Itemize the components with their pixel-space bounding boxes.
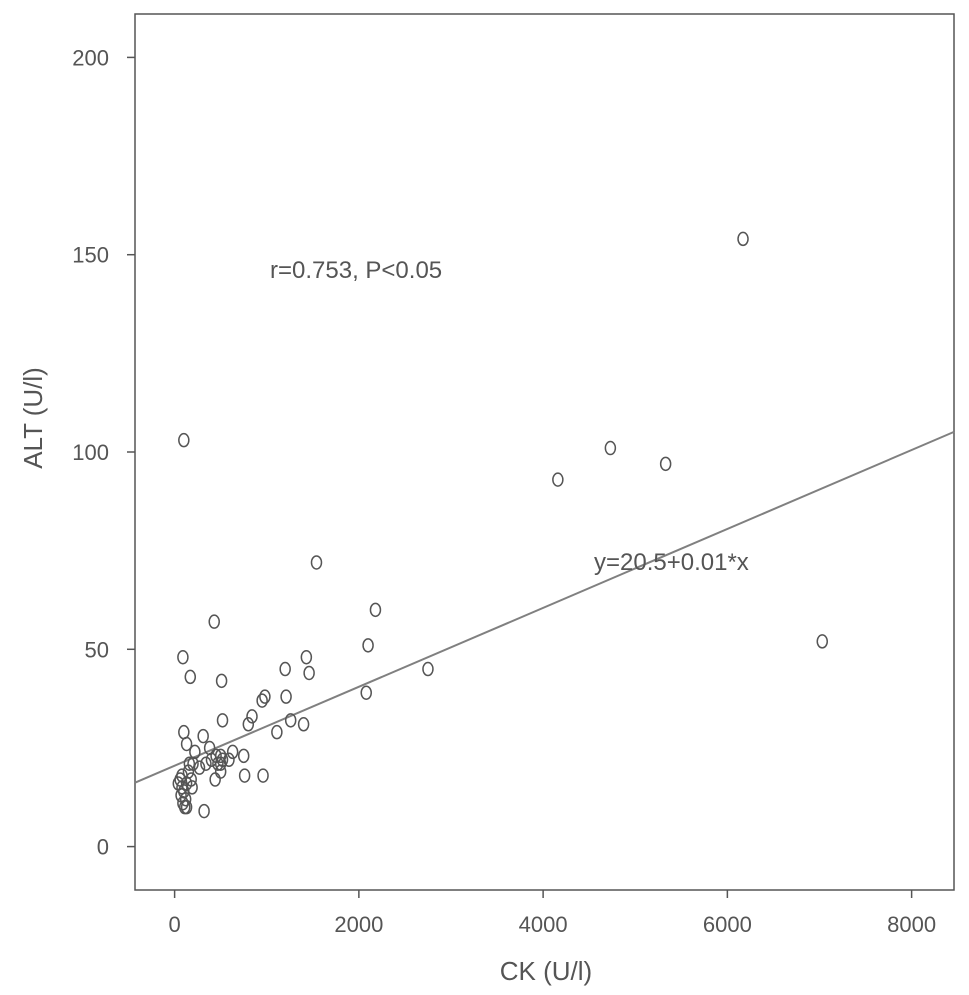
data-point <box>208 614 220 629</box>
data-point <box>360 685 372 700</box>
data-point <box>552 472 564 487</box>
x-axis: 0 2000 4000 6000 8000 <box>168 890 936 937</box>
data-point <box>216 713 229 728</box>
data-point <box>200 756 212 771</box>
data-point <box>197 728 209 744</box>
data-point <box>184 669 197 685</box>
data-point <box>180 736 193 752</box>
data-point <box>737 231 749 247</box>
data-point <box>300 649 313 665</box>
correlation-annotation: r=0.753, P<0.05 <box>270 257 442 284</box>
data-point <box>303 665 315 681</box>
data-point <box>178 432 190 448</box>
data-point <box>198 803 210 819</box>
y-axis-title: ALT (U/l) <box>18 367 48 469</box>
data-point <box>422 661 434 677</box>
data-point <box>816 634 829 649</box>
x-tick-label: 8000 <box>887 912 936 937</box>
x-tick-label: 6000 <box>703 912 752 937</box>
x-tick-label: 4000 <box>519 912 568 937</box>
data-points <box>172 231 829 819</box>
y-tick-label: 100 <box>72 440 109 465</box>
data-point <box>215 673 228 689</box>
data-point <box>659 456 672 472</box>
data-point <box>369 602 382 618</box>
data-point <box>259 689 271 704</box>
data-point <box>238 768 251 783</box>
data-point <box>178 724 190 740</box>
data-point <box>176 780 188 795</box>
data-point <box>216 752 229 768</box>
data-point <box>284 713 297 728</box>
data-point <box>297 717 310 732</box>
data-point <box>193 760 206 775</box>
data-point <box>310 555 323 570</box>
data-point <box>226 744 239 760</box>
x-tick-label: 2000 <box>334 912 383 937</box>
data-point <box>242 717 255 732</box>
data-point <box>203 740 216 756</box>
data-point <box>237 748 250 764</box>
data-point <box>209 772 221 787</box>
regression-line <box>134 430 955 784</box>
y-tick-label: 150 <box>72 243 109 268</box>
data-point <box>279 661 291 677</box>
data-point <box>604 440 617 456</box>
y-axis: 0 50 100 150 200 <box>72 45 135 860</box>
data-point <box>362 638 374 653</box>
data-point <box>180 799 193 815</box>
x-axis-title: CK (U/l) <box>500 956 592 986</box>
y-tick-label: 50 <box>85 637 109 662</box>
x-tick-label: 0 <box>168 912 180 937</box>
data-point <box>280 689 292 704</box>
equation-annotation: y=20.5+0.01*x <box>594 549 749 576</box>
data-point <box>257 768 269 783</box>
data-point <box>177 649 189 665</box>
data-point <box>183 756 196 771</box>
data-point <box>256 693 268 708</box>
data-point <box>246 709 258 724</box>
y-tick-label: 0 <box>97 835 109 860</box>
y-tick-label: 200 <box>72 45 109 70</box>
plot-frame <box>134 13 955 891</box>
data-point <box>271 724 283 740</box>
